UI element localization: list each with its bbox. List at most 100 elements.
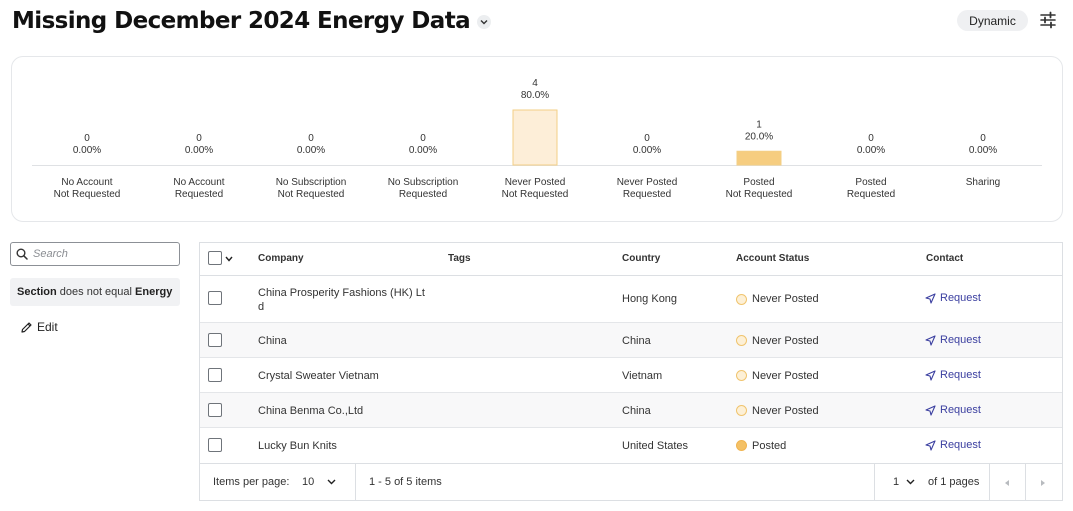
- search-box[interactable]: [10, 242, 180, 266]
- select-all-checkbox[interactable]: [208, 251, 222, 265]
- category-label: Posted: [855, 177, 886, 188]
- divider: [355, 464, 356, 501]
- table-row[interactable]: Lucky Bun Knits United States Posted Req…: [200, 428, 1062, 463]
- bar-percent-label: 0.00%: [297, 145, 325, 156]
- bar-percent-label: 0.00%: [857, 145, 885, 156]
- bar-percent-label: 80.0%: [521, 90, 549, 101]
- company-name[interactable]: Crystal Sweater Vietnam: [258, 370, 379, 382]
- bar-count-label: 0: [644, 133, 650, 144]
- row-checkbox[interactable]: [208, 333, 222, 347]
- bar-percent-label: 20.0%: [745, 131, 773, 142]
- account-status: Never Posted: [752, 293, 819, 305]
- sliders-icon[interactable]: [1038, 10, 1058, 30]
- column-header-account-status[interactable]: Account Status: [736, 253, 810, 264]
- item-range: 1 - 5 of 5 items: [369, 476, 442, 488]
- category-label: No Account: [173, 177, 224, 188]
- status-dot: [736, 294, 747, 305]
- column-header-country[interactable]: Country: [622, 253, 661, 264]
- send-icon: [925, 404, 936, 416]
- column-header-company[interactable]: Company: [258, 253, 304, 264]
- request-label: Request: [940, 404, 981, 416]
- category-label: Not Requested: [278, 189, 345, 200]
- chart-bar: [736, 150, 782, 166]
- mode-badge[interactable]: Dynamic: [957, 10, 1028, 31]
- send-icon: [925, 292, 936, 304]
- chevron-down-icon[interactable]: [906, 477, 915, 486]
- next-page-button[interactable]: [1025, 464, 1061, 501]
- bar-count-label: 0: [980, 133, 986, 144]
- request-label: Request: [940, 334, 981, 346]
- send-icon: [925, 334, 936, 346]
- company-name-line: d: [258, 301, 265, 313]
- filter-operator: does not equal: [59, 286, 132, 298]
- account-status: Never Posted: [752, 370, 819, 382]
- category-label: Sharing: [966, 177, 1000, 188]
- page-title: Missing December 2024 Energy Data: [12, 8, 471, 34]
- category-label: No Subscription: [388, 177, 459, 188]
- title-menu-button[interactable]: [477, 15, 492, 29]
- request-link[interactable]: Request: [925, 334, 981, 346]
- pagination-bar: Items per page: 10 1 - 5 of 5 items 1 of…: [200, 463, 1062, 501]
- status-dot: [736, 405, 747, 416]
- caret-right-icon: [1041, 479, 1045, 486]
- search-icon: [16, 248, 28, 260]
- table-row[interactable]: China China Never Posted Request: [200, 323, 1062, 358]
- country: China: [622, 335, 651, 347]
- category-label: No Subscription: [276, 177, 347, 188]
- country: Vietnam: [622, 370, 663, 382]
- company-name[interactable]: China: [258, 335, 287, 347]
- country: United States: [622, 440, 689, 452]
- divider: [874, 464, 875, 501]
- chevron-down-icon[interactable]: [327, 477, 336, 486]
- account-status: Never Posted: [752, 405, 819, 417]
- items-per-page-label: Items per page:: [213, 476, 290, 488]
- status-chart-card: 0 0.00% No Account Not Requested 0 0.00% No Ac…: [11, 56, 1063, 222]
- company-name-line: China Prosperity Fashions (HK) Lt: [258, 287, 425, 299]
- category-label: Requested: [399, 189, 447, 200]
- filter-value: Energy: [135, 286, 173, 298]
- edit-filter-button[interactable]: Edit: [20, 319, 58, 335]
- company-name[interactable]: Lucky Bun Knits: [258, 440, 337, 452]
- bar-count-label: 0: [420, 133, 426, 144]
- column-header-tags[interactable]: Tags: [448, 253, 471, 264]
- category-label: Not Requested: [726, 189, 793, 200]
- status-dot: [736, 440, 747, 451]
- country: Hong Kong: [622, 293, 678, 305]
- table-row[interactable]: China Benma Co.,Ltd China Never Posted R…: [200, 393, 1062, 428]
- caret-left-icon: [1005, 479, 1009, 486]
- row-checkbox[interactable]: [208, 291, 222, 305]
- bar-percent-label: 0.00%: [633, 145, 661, 156]
- pencil-icon: [21, 321, 32, 333]
- bar-count-label: 1: [756, 119, 762, 130]
- category-label: Posted: [743, 177, 774, 188]
- bar-count-label: 0: [868, 133, 874, 144]
- request-link[interactable]: Request: [925, 404, 981, 416]
- category-label: Never Posted: [617, 177, 678, 188]
- table-row[interactable]: Crystal Sweater Vietnam Vietnam Never Po…: [200, 358, 1062, 393]
- filter-chip[interactable]: Section does not equal Energy: [10, 278, 180, 306]
- category-label: Requested: [847, 189, 895, 200]
- request-label: Request: [940, 439, 981, 451]
- page-select[interactable]: 1: [893, 476, 900, 488]
- row-checkbox[interactable]: [208, 368, 222, 382]
- chevron-down-icon[interactable]: [225, 256, 233, 262]
- company-name[interactable]: China Benma Co.,Ltd: [258, 405, 364, 417]
- request-link[interactable]: Request: [925, 369, 981, 381]
- row-checkbox[interactable]: [208, 403, 222, 417]
- search-input[interactable]: [33, 248, 173, 260]
- bar-count-label: 4: [532, 78, 538, 89]
- send-icon: [925, 369, 936, 381]
- table-header-row: Company Tags Country Account Status Cont…: [200, 243, 1062, 276]
- row-checkbox[interactable]: [208, 438, 222, 452]
- prev-page-button[interactable]: [989, 464, 1025, 501]
- request-link[interactable]: Request: [925, 292, 981, 304]
- items-per-page-select[interactable]: 10: [302, 476, 315, 488]
- companies-table: Company Tags Country Account Status Cont…: [199, 242, 1063, 501]
- company-name[interactable]: China Prosperity Fashions (HK) Lt d: [258, 286, 425, 314]
- bar-percent-label: 0.00%: [409, 145, 437, 156]
- request-link[interactable]: Request: [925, 439, 981, 451]
- column-header-contact[interactable]: Contact: [926, 253, 964, 264]
- bar-count-label: 0: [84, 133, 90, 144]
- table-row[interactable]: China Prosperity Fashions (HK) Lt d Hong…: [200, 276, 1062, 323]
